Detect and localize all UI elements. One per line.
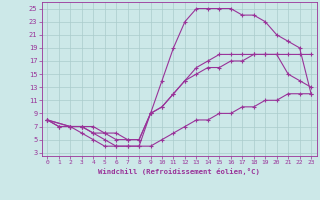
X-axis label: Windchill (Refroidissement éolien,°C): Windchill (Refroidissement éolien,°C): [98, 168, 260, 175]
